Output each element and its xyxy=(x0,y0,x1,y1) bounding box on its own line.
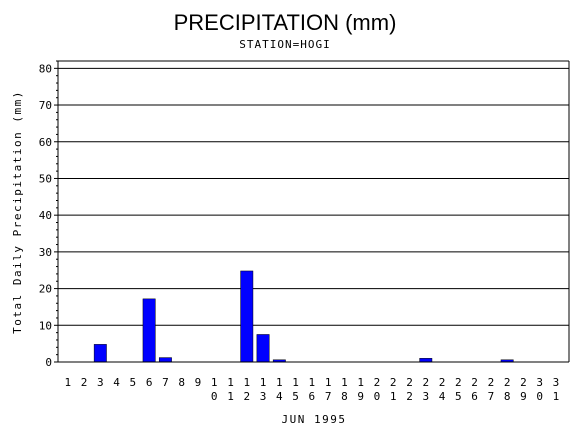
x-tick-label-26: 2 xyxy=(471,376,478,389)
y-tick-label-80: 80 xyxy=(39,62,52,75)
y-tick-label-40: 40 xyxy=(39,209,52,222)
x-tick-label-14: 1 xyxy=(276,376,283,389)
x-tick-label-13: 1 xyxy=(260,376,267,389)
x-tick-label-25: 2 xyxy=(455,376,462,389)
x-tick-label-26: 6 xyxy=(471,390,478,403)
y-tick-label-70: 70 xyxy=(39,99,52,112)
y-axis-label: Total Daily Precipitation (mm) xyxy=(11,90,24,334)
x-tick-label-27: 2 xyxy=(488,376,495,389)
chart-title: PRECIPITATION (mm) xyxy=(174,10,397,35)
y-tick-label-30: 30 xyxy=(39,246,52,259)
x-tick-label-29: 9 xyxy=(520,390,527,403)
x-tick-label-15: 5 xyxy=(292,390,299,403)
x-tick-label-22: 2 xyxy=(406,390,413,403)
y-tick-label-10: 10 xyxy=(39,319,52,332)
x-tick-label-31: 3 xyxy=(553,376,560,389)
x-tick-label-15: 1 xyxy=(292,376,299,389)
x-tick-label-10: 0 xyxy=(211,390,218,403)
x-tick-label-24: 4 xyxy=(439,390,446,403)
x-tick-label-24: 2 xyxy=(439,376,446,389)
x-tick-label-31: 1 xyxy=(553,390,560,403)
x-tick-label-22: 2 xyxy=(406,376,413,389)
y-tick-label-20: 20 xyxy=(39,283,52,296)
bar-day-6 xyxy=(142,298,156,363)
x-tick-label-1: 1 xyxy=(64,376,71,389)
x-tick-label-16: 1 xyxy=(309,376,316,389)
x-tick-label-21: 2 xyxy=(390,376,397,389)
x-tick-label-25: 5 xyxy=(455,390,462,403)
x-tick-label-19: 9 xyxy=(357,390,364,403)
x-tick-label-4: 4 xyxy=(113,376,120,389)
y-tick-label-0: 0 xyxy=(45,356,52,369)
x-tick-label-20: 0 xyxy=(374,390,381,403)
y-tick-label-60: 60 xyxy=(39,136,52,149)
y-tick-label-50: 50 xyxy=(39,172,52,185)
x-tick-label-10: 1 xyxy=(211,376,218,389)
x-tick-label-7: 7 xyxy=(162,376,169,389)
x-tick-label-2: 2 xyxy=(81,376,88,389)
x-tick-label-27: 7 xyxy=(488,390,495,403)
x-tick-label-29: 2 xyxy=(520,376,527,389)
x-tick-label-21: 1 xyxy=(390,390,397,403)
x-tick-label-16: 6 xyxy=(309,390,316,403)
x-tick-label-20: 2 xyxy=(374,376,381,389)
x-tick-label-19: 1 xyxy=(357,376,364,389)
x-tick-label-30: 3 xyxy=(536,376,543,389)
x-tick-label-23: 2 xyxy=(422,376,429,389)
x-tick-label-23: 3 xyxy=(422,390,429,403)
x-tick-label-17: 1 xyxy=(325,376,332,389)
x-tick-label-13: 3 xyxy=(260,390,267,403)
x-tick-label-30: 0 xyxy=(536,390,543,403)
x-tick-label-14: 4 xyxy=(276,390,283,403)
x-tick-label-6: 6 xyxy=(146,376,153,389)
x-tick-label-3: 3 xyxy=(97,376,104,389)
x-tick-label-28: 2 xyxy=(504,376,511,389)
bar-day-7 xyxy=(158,357,172,363)
x-tick-label-11: 1 xyxy=(227,376,234,389)
x-axis-label: JUN 1995 xyxy=(282,413,347,426)
bar-day-12 xyxy=(240,270,254,363)
x-tick-label-12: 2 xyxy=(243,390,250,403)
x-tick-label-8: 8 xyxy=(178,376,185,389)
x-tick-label-12: 1 xyxy=(243,376,250,389)
chart-subtitle: STATION=HOGI xyxy=(239,38,330,51)
x-tick-label-9: 9 xyxy=(195,376,202,389)
x-tick-label-18: 1 xyxy=(341,376,348,389)
bar-day-13 xyxy=(256,334,270,363)
x-tick-label-5: 5 xyxy=(130,376,137,389)
x-tick-label-18: 8 xyxy=(341,390,348,403)
bar-day-3 xyxy=(93,344,107,363)
x-tick-label-17: 7 xyxy=(325,390,332,403)
x-tick-label-11: 1 xyxy=(227,390,234,403)
x-tick-label-28: 8 xyxy=(504,390,511,403)
bar-day-23 xyxy=(419,358,433,363)
